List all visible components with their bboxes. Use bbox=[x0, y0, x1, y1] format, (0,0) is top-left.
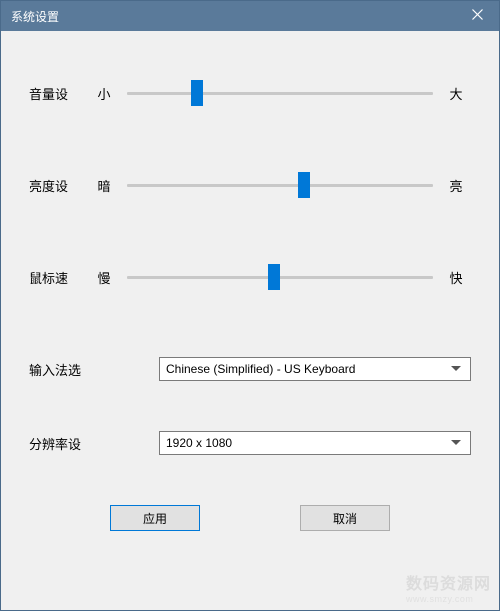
ime-row: 输入法选 Chinese (Simplified) - US Keyboard bbox=[29, 357, 471, 381]
volume-slider[interactable] bbox=[127, 81, 433, 105]
brightness-slider-thumb[interactable] bbox=[298, 172, 310, 198]
mouse-speed-max-label: 快 bbox=[441, 268, 471, 287]
volume-max-label: 大 bbox=[441, 84, 471, 103]
mouse-speed-min-label: 慢 bbox=[89, 268, 119, 287]
titlebar: 系统设置 bbox=[1, 1, 499, 31]
close-icon bbox=[472, 9, 483, 23]
ime-label: 输入法选 bbox=[29, 360, 89, 379]
volume-slider-thumb[interactable] bbox=[191, 80, 203, 106]
ime-select[interactable]: Chinese (Simplified) - US Keyboard bbox=[159, 357, 471, 381]
chevron-down-icon bbox=[448, 440, 464, 446]
volume-min-label: 小 bbox=[89, 84, 119, 103]
brightness-row: 亮度设 暗 亮 bbox=[29, 173, 471, 197]
resolution-select-value: 1920 x 1080 bbox=[166, 436, 448, 450]
mouse-speed-slider[interactable] bbox=[127, 265, 433, 289]
cancel-button[interactable]: 取消 bbox=[300, 505, 390, 531]
ime-select-wrap: Chinese (Simplified) - US Keyboard bbox=[159, 357, 471, 381]
slider-track bbox=[127, 184, 433, 187]
mouse-speed-slider-thumb[interactable] bbox=[268, 264, 280, 290]
slider-track bbox=[127, 276, 433, 279]
watermark-text: 数码资源网 bbox=[406, 570, 491, 594]
watermark: 数码资源网 www.smzy.com bbox=[406, 570, 491, 604]
apply-button[interactable]: 应用 bbox=[110, 505, 200, 531]
chevron-down-icon bbox=[448, 366, 464, 372]
brightness-slider[interactable] bbox=[127, 173, 433, 197]
volume-label: 音量设 bbox=[29, 84, 89, 103]
brightness-label: 亮度设 bbox=[29, 176, 89, 195]
button-row: 应用 取消 bbox=[29, 505, 471, 531]
resolution-select[interactable]: 1920 x 1080 bbox=[159, 431, 471, 455]
volume-row: 音量设 小 大 bbox=[29, 81, 471, 105]
slider-track bbox=[127, 92, 433, 95]
brightness-max-label: 亮 bbox=[441, 176, 471, 195]
resolution-label: 分辨率设 bbox=[29, 434, 89, 453]
mouse-speed-label: 鼠标速 bbox=[29, 268, 89, 287]
resolution-row: 分辨率设 1920 x 1080 bbox=[29, 431, 471, 455]
resolution-select-wrap: 1920 x 1080 bbox=[159, 431, 471, 455]
mouse-speed-row: 鼠标速 慢 快 bbox=[29, 265, 471, 289]
close-button[interactable] bbox=[455, 1, 499, 31]
settings-window: 系统设置 音量设 小 大 亮度设 暗 亮 鼠标速 bbox=[0, 0, 500, 611]
watermark-url: www.smzy.com bbox=[406, 594, 491, 604]
ime-select-value: Chinese (Simplified) - US Keyboard bbox=[166, 362, 448, 376]
window-title: 系统设置 bbox=[11, 8, 455, 25]
content-area: 音量设 小 大 亮度设 暗 亮 鼠标速 慢 快 bbox=[1, 31, 499, 610]
brightness-min-label: 暗 bbox=[89, 176, 119, 195]
